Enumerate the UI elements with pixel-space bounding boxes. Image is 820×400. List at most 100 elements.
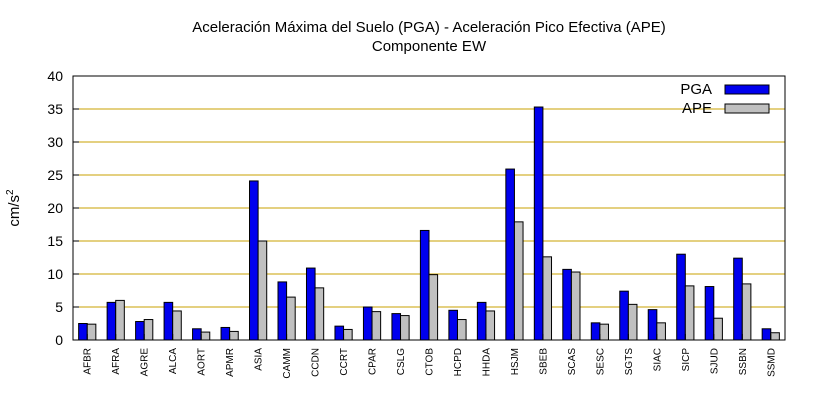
y-axis-ticks: 0 5 10 15 20 25 30 35 40: [47, 68, 79, 348]
bar-pga-sicp: [676, 253, 686, 341]
y-tick-label: 25: [47, 167, 63, 183]
y-axis-label: cm/s2: [5, 189, 23, 227]
y-tick-label: 30: [47, 134, 63, 150]
bar-ape-cpar: [371, 311, 382, 341]
bar-pga-siac: [647, 309, 658, 341]
y-axis-label-base: cm/s: [6, 195, 23, 227]
x-tick-label: HCPD: [453, 348, 464, 376]
x-tick-label: CCRT: [339, 348, 350, 376]
bar-ape-sjud: [713, 317, 723, 341]
y-tick-label: 15: [47, 233, 63, 249]
bar-pga-afbr: [78, 323, 88, 341]
legend: PGA APE: [680, 81, 770, 117]
bar-pga-ctob: [419, 229, 430, 341]
x-tick-label: CTOB: [425, 348, 436, 376]
bar-ape-scas: [570, 271, 581, 341]
bar-ape-hhda: [485, 310, 496, 341]
bar-ape-agre: [143, 319, 154, 341]
x-tick-label: AGRE: [140, 348, 151, 377]
x-tick-label: CAMM: [282, 348, 293, 379]
bar-pga-ssbn: [733, 257, 743, 341]
x-tick-label: HSJM: [510, 348, 521, 375]
x-tick-label: SCAS: [567, 348, 578, 376]
bar-ape-sbeb: [542, 256, 553, 341]
y-tick-label: 20: [47, 200, 63, 216]
x-tick-label: AFRA: [111, 348, 122, 375]
bar-pga-asia: [249, 180, 259, 341]
bar-pga-aort: [192, 328, 202, 341]
bar-ape-afbr: [86, 323, 97, 341]
bar-ape-sicp: [684, 285, 695, 341]
bar-pga-ccdn: [305, 267, 316, 341]
bar-pga-camm: [277, 281, 288, 341]
y-tick-label: 0: [55, 332, 63, 348]
legend-label-pga: PGA: [680, 81, 712, 98]
bar-ape-hsjm: [513, 221, 524, 341]
y-tick-label: 5: [55, 299, 63, 315]
x-tick-label: AFBR: [83, 348, 94, 375]
x-tick-label: AORT: [197, 348, 208, 376]
bar-pga-apmr: [220, 326, 231, 341]
svg-text:cm/s2: cm/s2: [5, 189, 23, 227]
x-tick-label: CCDN: [311, 348, 322, 377]
x-tick-label: SBEB: [538, 348, 549, 375]
bar-pga-sgts: [619, 290, 629, 341]
bar-pga-sbeb: [533, 106, 544, 341]
legend-swatch-ape: [724, 103, 770, 114]
bar-pga-hcpd: [448, 309, 458, 341]
bar-ape-apmr: [229, 330, 239, 341]
bar-pga-cslg: [391, 313, 402, 341]
bar-ape-ssbn: [741, 283, 752, 341]
x-tick-label: CPAR: [368, 348, 379, 375]
bar-ape-afra: [115, 299, 125, 341]
x-tick-label: HHDA: [481, 348, 492, 377]
bar-ape-sgts: [627, 303, 638, 341]
bar-ape-ccrt: [343, 328, 353, 341]
y-tick-label: 10: [47, 266, 63, 282]
bar-ape-ccdn: [314, 287, 325, 341]
bar-ape-ctob: [428, 274, 439, 341]
bar-ape-aort: [200, 331, 211, 341]
bar-pga-sesc: [590, 322, 601, 341]
x-tick-label: SICP: [681, 348, 692, 372]
bar-pga-hhda: [476, 301, 487, 341]
y-tick-label: 40: [47, 68, 63, 84]
x-tick-label: ALCA: [168, 348, 179, 374]
bar-pga-agre: [135, 321, 145, 341]
y-tick-label: 35: [47, 101, 63, 117]
x-tick-label: SJUD: [709, 348, 720, 374]
chart-subtitle: Componente EW: [372, 38, 487, 55]
y-axis-label-exponent: 2: [5, 189, 16, 195]
x-tick-label: SSMD: [766, 348, 777, 377]
x-tick-label: SESC: [595, 348, 606, 375]
x-tick-label: SSBN: [738, 348, 749, 375]
x-tick-label: APMR: [225, 348, 236, 377]
x-tick-label: SGTS: [624, 348, 635, 376]
bar-pga-ssmd: [761, 328, 772, 341]
bar-ape-sesc: [599, 323, 609, 341]
bar-pga-afra: [106, 301, 117, 341]
bar-pga-sjud: [704, 286, 715, 341]
bar-pga-alca: [163, 301, 174, 341]
bar-ape-asia: [257, 240, 268, 341]
bar-pga-cpar: [362, 306, 373, 341]
bar-pga-hsjm: [505, 168, 515, 341]
legend-swatch-pga: [724, 84, 770, 95]
plot-frame: [72, 75, 786, 341]
legend-label-ape: APE: [682, 100, 712, 117]
x-tick-label: SIAC: [652, 348, 663, 371]
bar-ape-alca: [172, 310, 182, 341]
bar-ape-ssmd: [770, 332, 780, 341]
x-tick-label: CSLG: [396, 348, 407, 375]
bar-ape-cslg: [400, 315, 410, 341]
bars: [78, 106, 780, 341]
bar-pga-scas: [562, 268, 572, 341]
x-axis-ticks: AFBR AFRA AGRE ALCA AORT APMR ASIA CAMM CCDN CCRT…: [83, 334, 777, 379]
bar-ape-camm: [286, 296, 296, 341]
bar-ape-siac: [656, 322, 666, 341]
chart-title: Aceleración Máxima del Suelo (PGA) - Ace…: [192, 19, 666, 36]
bar-ape-hcpd: [456, 319, 467, 341]
bar-pga-ccrt: [334, 325, 345, 341]
x-tick-label: ASIA: [254, 348, 265, 371]
